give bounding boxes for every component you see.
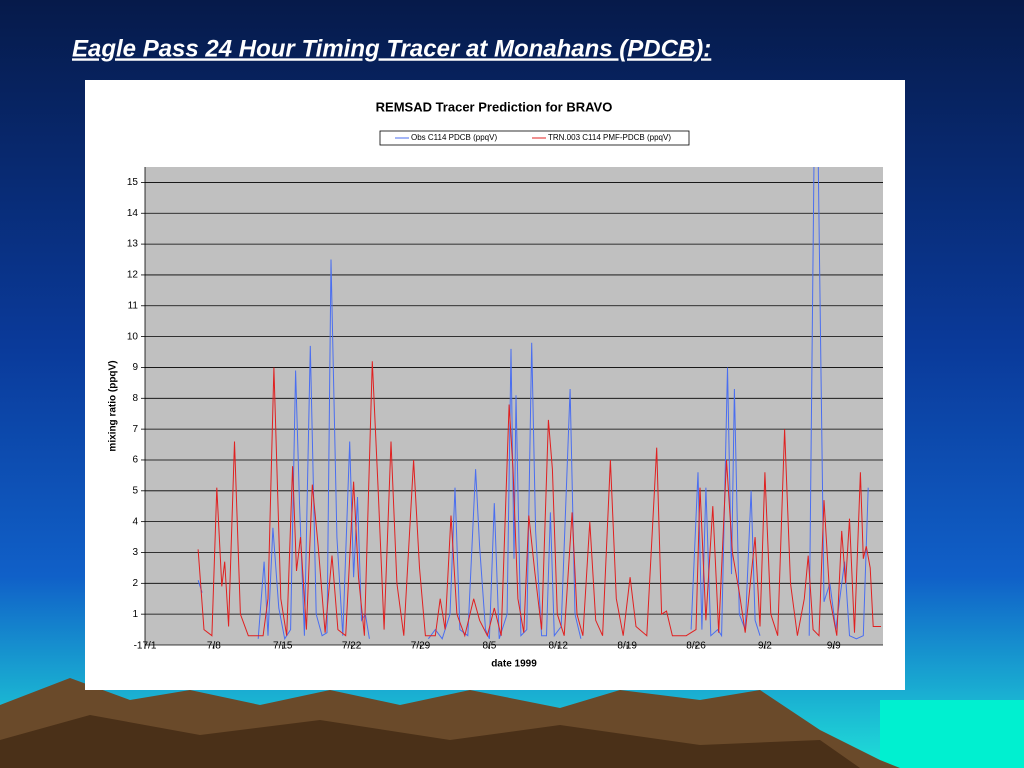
chart-title: REMSAD Tracer Prediction for BRAVO bbox=[376, 99, 613, 114]
y-tick-label: 3 bbox=[132, 547, 138, 558]
y-tick-label: 8 bbox=[132, 393, 138, 404]
y-tick-label: 7 bbox=[132, 424, 138, 435]
y-tick-label: 1 bbox=[132, 609, 138, 620]
x-tick-label: 7/29 bbox=[411, 641, 431, 652]
mountains-shadow bbox=[0, 715, 860, 768]
series-group bbox=[197, 167, 881, 641]
y-tick-label: 10 bbox=[127, 331, 139, 342]
y-tick-label: 4 bbox=[132, 516, 138, 527]
x-tick-label: 7/8 bbox=[207, 641, 221, 652]
series-line bbox=[197, 167, 869, 641]
plot-area bbox=[145, 167, 883, 645]
y-tick-label: 15 bbox=[127, 177, 139, 188]
y-tick-label: 13 bbox=[127, 239, 139, 250]
x-tick-label: 8/5 bbox=[482, 641, 496, 652]
legend-label: Obs C114 PDCB (ppqV) bbox=[411, 133, 497, 142]
water bbox=[880, 700, 1024, 768]
series-line bbox=[197, 361, 881, 638]
x-tick-label: 9/2 bbox=[758, 641, 772, 652]
y-axis-label: mixing ratio (ppqV) bbox=[108, 360, 119, 451]
y-tick-label: 6 bbox=[132, 455, 138, 466]
x-tick-label: 9/9 bbox=[827, 641, 841, 652]
y-tick-label: 14 bbox=[127, 208, 139, 219]
x-tick-label: 7/22 bbox=[342, 641, 362, 652]
slide-title: Eagle Pass 24 Hour Timing Tracer at Mona… bbox=[72, 35, 711, 62]
x-tick-label: 8/26 bbox=[686, 641, 706, 652]
x-tick-label: 8/19 bbox=[617, 641, 637, 652]
x-axis-label: date 1999 bbox=[491, 659, 537, 670]
y-tick-label: 12 bbox=[127, 270, 139, 281]
legend-label: TRN.003 C114 PMF-PDCB (ppqV) bbox=[548, 133, 671, 142]
y-tick-label: 5 bbox=[132, 485, 138, 496]
x-tick-label: -17/1 bbox=[134, 641, 157, 652]
y-tick-label: 2 bbox=[132, 578, 138, 589]
x-tick-label: 7/15 bbox=[273, 641, 293, 652]
y-tick-label: 11 bbox=[128, 300, 139, 311]
x-tick-label: 8/12 bbox=[549, 641, 569, 652]
y-tick-label: 9 bbox=[132, 362, 138, 373]
